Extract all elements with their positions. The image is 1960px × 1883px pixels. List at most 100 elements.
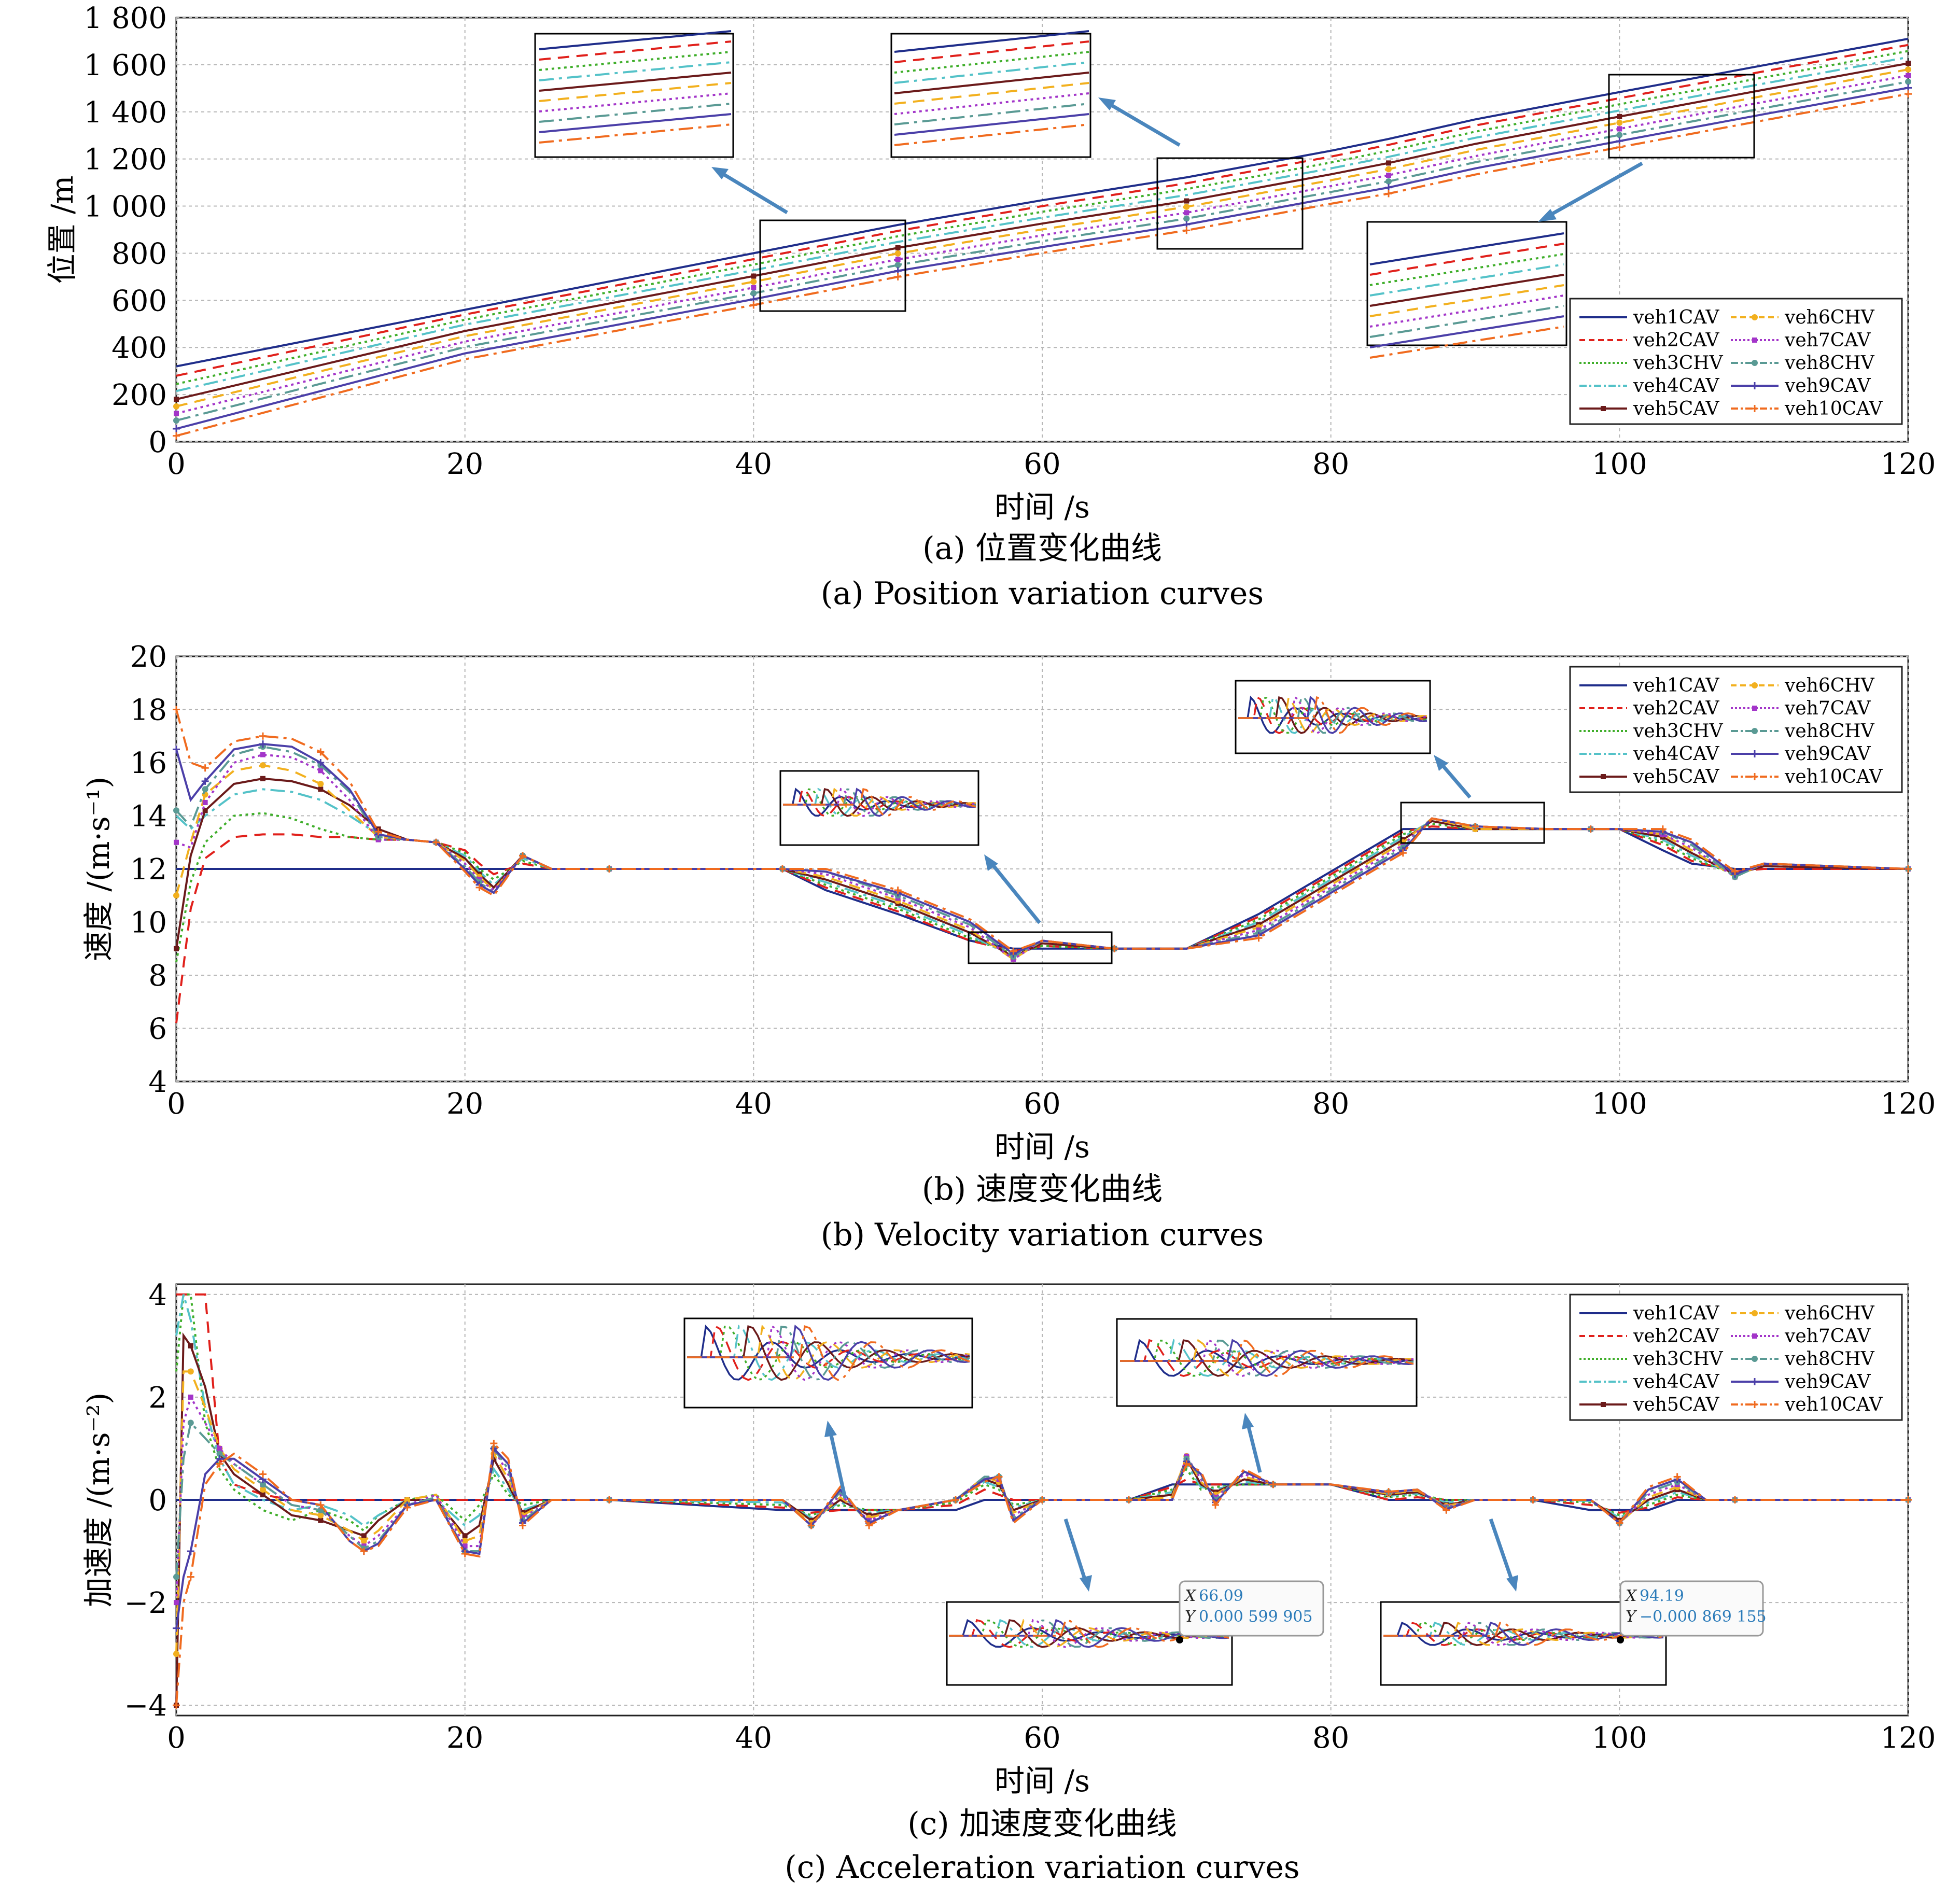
line-marker [1617, 126, 1622, 132]
legend-label: veh1CAV [1633, 675, 1719, 696]
line-marker [1183, 203, 1190, 210]
x-tick-label: 40 [735, 447, 772, 481]
y-tick-label: 8 [148, 959, 167, 993]
inset-series-line [539, 82, 732, 102]
legend-box [1569, 298, 1903, 425]
x-tick-label: 100 [1592, 1721, 1647, 1755]
svg-text:−0.000 869 155: −0.000 869 155 [1640, 1608, 1767, 1626]
line-marker [1601, 406, 1606, 411]
legend-label: veh7CAV [1784, 330, 1871, 351]
line-marker [173, 417, 179, 424]
caption-cn: (c) 加速度变化曲线 [907, 1806, 1177, 1842]
line-marker [187, 1368, 194, 1375]
inset-series-line [1120, 1339, 1414, 1377]
line-marker [1386, 160, 1391, 166]
zoom-inset [1380, 1601, 1667, 1686]
x-tick-label: 80 [1312, 1721, 1349, 1755]
legend-label: veh9CAV [1784, 743, 1871, 765]
legend-label: veh9CAV [1784, 375, 1871, 397]
acceleration-panel: 0 20 40 60 80 100 120 −4 −2 0 2 4 X 66.09 Y 0.000 5… [81, 1278, 1936, 1883]
y-axis-label: 位置 /m [45, 176, 80, 284]
datatip: X 66.09 Y 0.000 599 905 [1176, 1580, 1324, 1643]
legend-label: veh10CAV [1784, 1394, 1883, 1415]
line-marker [174, 1600, 179, 1606]
inset-series-line [539, 72, 732, 92]
x-axis-label: 时间 /s [995, 489, 1090, 525]
inset-series-line [894, 51, 1089, 74]
line-marker [895, 257, 901, 262]
line-marker [1616, 119, 1623, 126]
inset-series-line [539, 51, 732, 71]
series-line [176, 56, 1909, 392]
legend-label: veh3CHV [1633, 353, 1724, 374]
legend-label: veh2CAV [1633, 698, 1719, 719]
line-marker [318, 768, 324, 774]
line-marker [1616, 132, 1623, 138]
line-marker [202, 799, 208, 805]
inset-series-line [1369, 263, 1564, 297]
zoom-region-box [759, 219, 906, 312]
x-tick-label: 60 [1024, 1721, 1060, 1755]
legend-label: veh3CHV [1633, 1348, 1724, 1370]
line-marker [1752, 314, 1758, 320]
x-tick-label: 20 [446, 447, 483, 481]
svg-text:X: X [1184, 1587, 1197, 1605]
y-tick-label: 18 [130, 694, 167, 727]
inset-series-line [539, 103, 732, 123]
legend-label: veh2CAV [1633, 1326, 1719, 1347]
line-marker [1385, 166, 1392, 173]
line-marker [318, 1517, 324, 1523]
y-tick-label: 20 [130, 640, 167, 674]
line-marker [361, 1533, 367, 1539]
line-marker [750, 278, 757, 285]
line-marker [1905, 78, 1911, 85]
caption-cn: (b) 速度变化曲线 [922, 1171, 1163, 1207]
x-axis-label: 时间 /s [995, 1763, 1090, 1798]
inset-series-line [1369, 294, 1564, 328]
line-marker [1752, 1333, 1757, 1339]
legend-label: veh5CAV [1633, 398, 1719, 419]
x-tick-label: 20 [446, 1087, 483, 1121]
legend-label: veh2CAV [1633, 330, 1719, 351]
svg-text:66.09: 66.09 [1199, 1587, 1243, 1605]
legend-label: veh7CAV [1784, 1326, 1871, 1347]
line-marker [174, 839, 179, 845]
line-marker [1183, 215, 1190, 222]
zoom-region-box [1608, 74, 1755, 159]
x-tick-label: 60 [1024, 447, 1060, 481]
x-tick-label: 0 [167, 1087, 186, 1121]
legend-label: veh9CAV [1784, 1371, 1871, 1393]
line-marker [461, 1538, 468, 1544]
line-marker [1752, 682, 1758, 688]
inset-series-line [539, 40, 732, 61]
line-marker [1906, 61, 1911, 66]
line-marker [173, 1651, 179, 1657]
line-marker [173, 807, 179, 814]
x-tick-label: 120 [1881, 447, 1936, 481]
inset-series-line [539, 30, 732, 50]
line-marker [1752, 360, 1758, 366]
line-marker [173, 892, 179, 899]
line-marker [260, 1492, 265, 1498]
y-tick-label: −2 [124, 1586, 167, 1620]
caption-en: (c) Acceleration variation curves [785, 1849, 1299, 1883]
line-marker [1752, 706, 1757, 711]
inset-series-line [539, 61, 732, 81]
line-marker [404, 1497, 411, 1503]
line-marker [173, 1573, 179, 1580]
y-tick-label: 4 [148, 1278, 167, 1312]
line-marker [1617, 114, 1622, 119]
svg-text:94.19: 94.19 [1640, 1587, 1684, 1605]
inset-series-line [1383, 1622, 1664, 1646]
zoom-inset [683, 1317, 973, 1409]
x-tick-label: 120 [1881, 1721, 1936, 1755]
zoom-arrow [1242, 1413, 1262, 1473]
zoom-arrow [824, 1421, 847, 1499]
y-tick-label: 400 [111, 331, 167, 365]
legend-label: veh8CHV [1784, 1348, 1875, 1370]
line-marker [188, 1394, 193, 1400]
line-marker [260, 1481, 266, 1488]
y-tick-label: 4 [148, 1065, 167, 1099]
y-tick-label: 0 [148, 1484, 167, 1517]
